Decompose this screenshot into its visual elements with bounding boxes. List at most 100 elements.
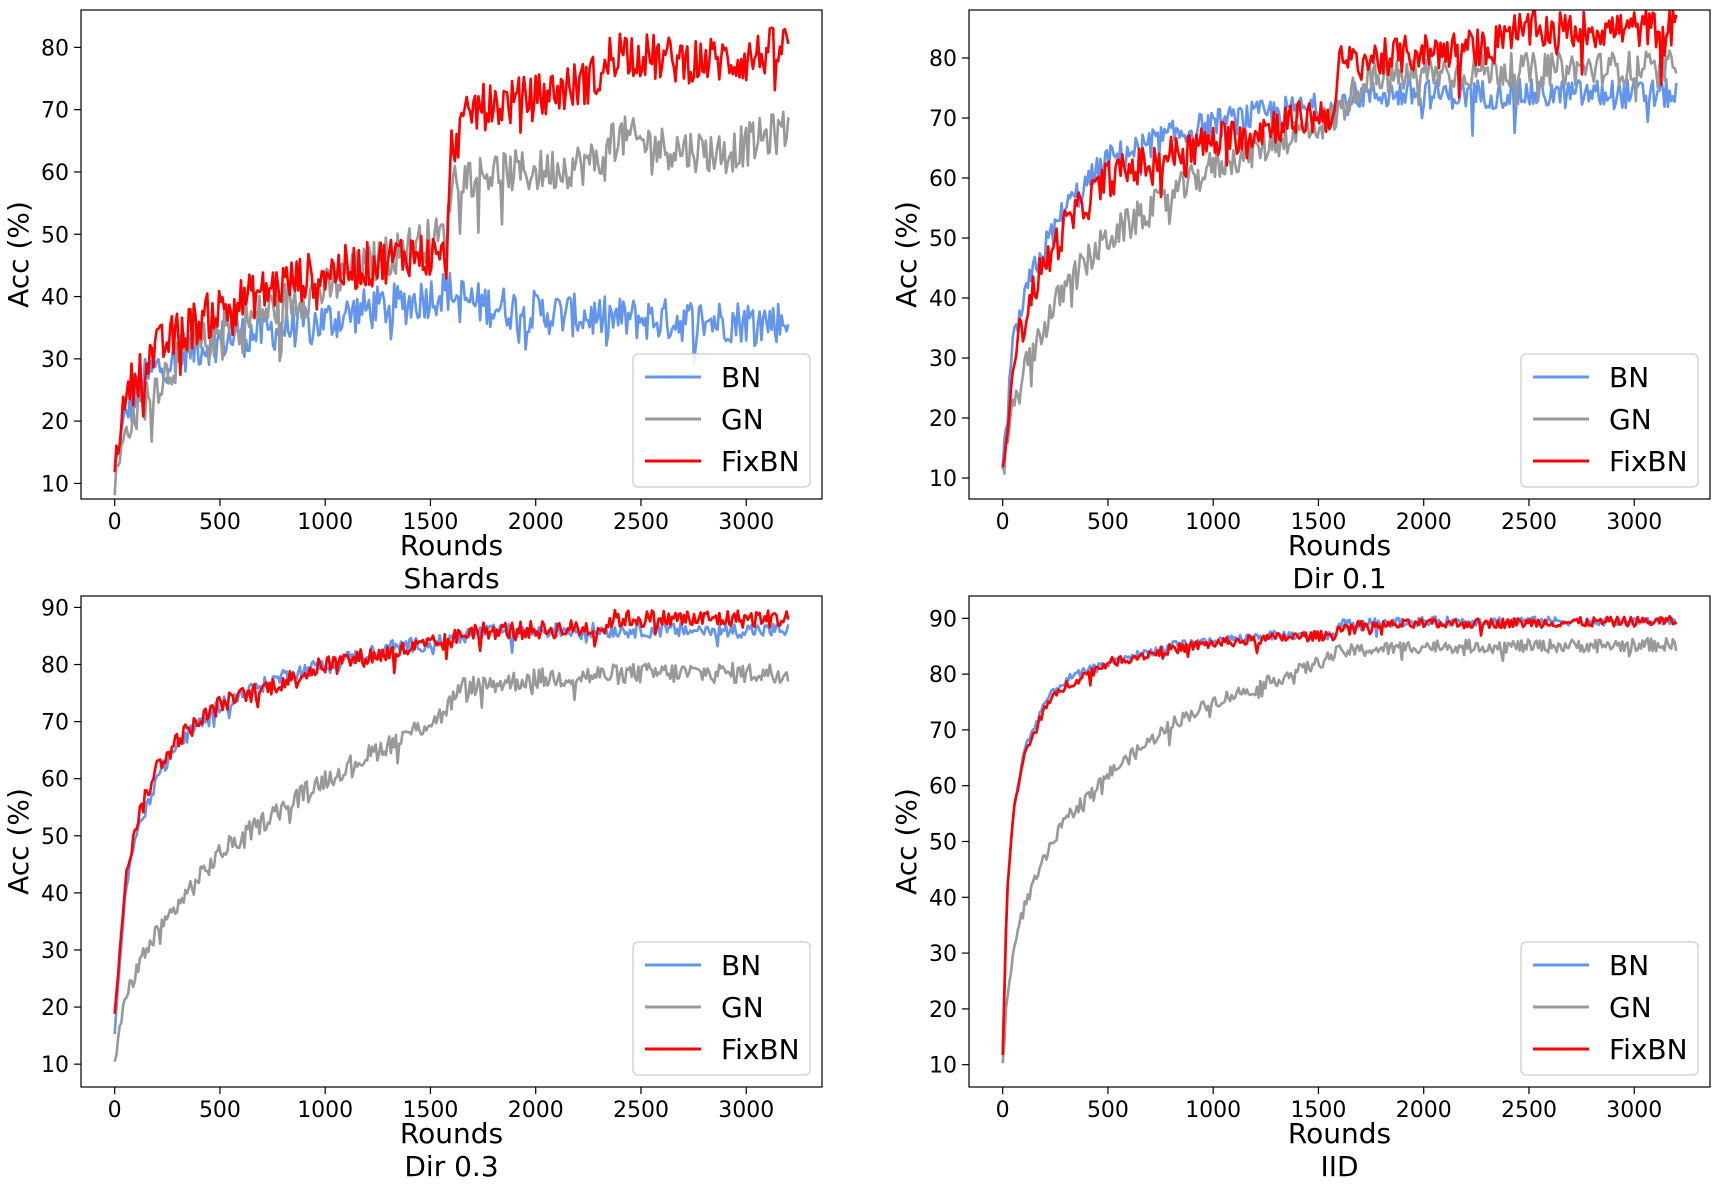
x-tick-label: 1500 bbox=[402, 1098, 458, 1123]
y-tick-label: 10 bbox=[929, 467, 957, 492]
x-tick-label: 2500 bbox=[613, 1098, 669, 1123]
y-tick-label: 30 bbox=[41, 348, 69, 373]
x-tick-label: 500 bbox=[1087, 510, 1129, 535]
x-tick-label: 3000 bbox=[1606, 510, 1662, 535]
y-tick-label: 10 bbox=[41, 472, 69, 497]
series-line-gn bbox=[1001, 49, 1678, 475]
x-axis-label: Rounds bbox=[400, 529, 503, 562]
chart-panel-2: 0 500 1000 1500 2000 2500 3000 10 20 30 40 50 60 70 80… bbox=[890, 9, 1711, 595]
series-line-gn bbox=[113, 110, 790, 496]
y-tick-label: 20 bbox=[929, 998, 957, 1023]
x-tick-label: 500 bbox=[1087, 1098, 1129, 1123]
y-tick-label: 80 bbox=[41, 36, 69, 61]
y-tick-label: 40 bbox=[41, 286, 69, 311]
x-tick-label: 2500 bbox=[1501, 1098, 1557, 1123]
y-tick-label: 30 bbox=[929, 942, 957, 967]
x-tick-label: 3000 bbox=[1606, 1098, 1662, 1123]
x-tick-label: 2000 bbox=[508, 1098, 564, 1123]
y-tick-label: 20 bbox=[41, 410, 69, 435]
x-tick-label: 1000 bbox=[1185, 510, 1241, 535]
y-tick-label: 80 bbox=[929, 47, 957, 72]
y-axis-label: Acc (%) bbox=[890, 788, 923, 895]
series-line-bn bbox=[113, 271, 790, 468]
legend-label-gn: GN bbox=[721, 991, 764, 1024]
y-tick-label: 70 bbox=[41, 99, 69, 124]
y-tick-label: 70 bbox=[929, 719, 957, 744]
legend: BN GN FixBN bbox=[632, 353, 811, 488]
chart-panel-3: 0 500 1000 1500 2000 2500 3000 10 20 30 40 50 60 70 80… bbox=[2, 595, 823, 1183]
legend-box bbox=[632, 353, 811, 488]
x-tick-label: 0 bbox=[996, 1098, 1010, 1123]
x-axis-label: Rounds bbox=[1288, 1117, 1391, 1150]
x-tick-label: 0 bbox=[108, 1098, 122, 1123]
chart-panel-1: 0 500 1000 1500 2000 2500 3000 10 20 30 40 50 60 70 80… bbox=[2, 9, 823, 595]
legend-label-fixbn: FixBN bbox=[1609, 445, 1688, 478]
x-tick-label: 0 bbox=[108, 510, 122, 535]
series-group bbox=[113, 26, 790, 496]
x-tick-label: 1500 bbox=[1290, 510, 1346, 535]
y-axis-label: Acc (%) bbox=[890, 201, 923, 308]
legend: BN GN FixBN bbox=[1520, 941, 1699, 1076]
axes-frame bbox=[968, 9, 1711, 500]
chart-panel-4: 0 500 1000 1500 2000 2500 3000 10 20 30 40 50 60 70 80… bbox=[890, 595, 1711, 1183]
x-axis-label: Rounds bbox=[1288, 529, 1391, 562]
series-line-fixbn bbox=[1001, 614, 1678, 1056]
y-tick-label: 70 bbox=[41, 711, 69, 736]
series-line-fixbn bbox=[1001, 10, 1678, 468]
y-axis-label: Acc (%) bbox=[2, 788, 35, 895]
y-tick-label: 70 bbox=[929, 107, 957, 132]
y-tick-label: 60 bbox=[41, 768, 69, 793]
legend-box bbox=[632, 941, 811, 1076]
x-tick-label: 2500 bbox=[1501, 510, 1557, 535]
x-tick-label: 0 bbox=[996, 510, 1010, 535]
series-group bbox=[1001, 614, 1678, 1064]
y-tick-label: 80 bbox=[929, 663, 957, 688]
x-tick-label: 1500 bbox=[402, 510, 458, 535]
legend-label-gn: GN bbox=[1609, 991, 1652, 1024]
series-group bbox=[1001, 10, 1678, 475]
legend-label-bn: BN bbox=[721, 949, 761, 982]
legend-label-gn: GN bbox=[721, 403, 764, 436]
y-tick-label: 60 bbox=[41, 161, 69, 186]
x-tick-label: 1000 bbox=[297, 510, 353, 535]
axes-frame bbox=[80, 595, 823, 1088]
y-tick-label: 90 bbox=[41, 596, 69, 621]
legend-label-bn: BN bbox=[1609, 949, 1649, 982]
x-tick-label: 1500 bbox=[1290, 1098, 1346, 1123]
series-line-gn bbox=[1001, 636, 1678, 1064]
series-line-fixbn bbox=[113, 608, 790, 1014]
x-tick-label: 1000 bbox=[1185, 1098, 1241, 1123]
legend-label-fixbn: FixBN bbox=[721, 445, 800, 478]
series-group bbox=[113, 608, 790, 1063]
x-tick-label: 2500 bbox=[613, 510, 669, 535]
chart-title: IID bbox=[1320, 1150, 1358, 1183]
legend-label-bn: BN bbox=[1609, 361, 1649, 394]
y-axis-label: Acc (%) bbox=[2, 201, 35, 308]
y-tick-label: 30 bbox=[41, 939, 69, 964]
x-tick-label: 500 bbox=[199, 510, 241, 535]
axes-frame bbox=[80, 9, 823, 500]
x-tick-label: 2000 bbox=[1396, 510, 1452, 535]
legend-label-fixbn: FixBN bbox=[1609, 1033, 1688, 1066]
y-tick-label: 50 bbox=[41, 825, 69, 850]
y-tick-label: 60 bbox=[929, 167, 957, 192]
y-tick-label: 20 bbox=[929, 407, 957, 432]
legend-box bbox=[1520, 941, 1699, 1076]
chart-title: Shards bbox=[403, 562, 499, 595]
y-tick-label: 40 bbox=[929, 287, 957, 312]
y-tick-label: 50 bbox=[929, 831, 957, 856]
x-tick-label: 3000 bbox=[718, 1098, 774, 1123]
y-tick-label: 50 bbox=[41, 223, 69, 248]
x-tick-label: 1000 bbox=[297, 1098, 353, 1123]
y-tick-label: 90 bbox=[929, 607, 957, 632]
y-tick-label: 80 bbox=[41, 654, 69, 679]
y-tick-label: 20 bbox=[41, 996, 69, 1021]
chart-title: Dir 0.3 bbox=[404, 1150, 498, 1183]
y-tick-label: 40 bbox=[41, 882, 69, 907]
chart-title: Dir 0.1 bbox=[1292, 562, 1386, 595]
legend-label-gn: GN bbox=[1609, 403, 1652, 436]
y-tick-label: 60 bbox=[929, 775, 957, 800]
y-tick-label: 30 bbox=[929, 347, 957, 372]
legend: BN GN FixBN bbox=[1520, 353, 1699, 488]
